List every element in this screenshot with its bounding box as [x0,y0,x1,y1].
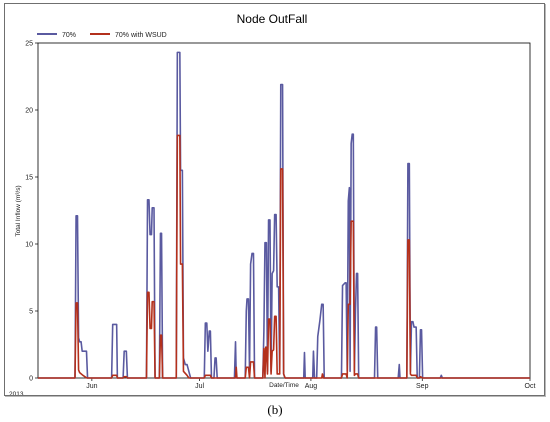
plot-area [37,42,531,379]
y-tick-label: 5 [29,309,33,316]
x-axis-year-label: 2013 [9,391,24,395]
y-tick-label: 25 [25,41,33,48]
figure-caption: (b) [267,402,283,417]
chart-title: Node OutFall [237,12,308,26]
legend-label-series-0: 70% [62,32,76,39]
chart-frame: Node OutFall 70% 70% with WSUD 0 5 10 15 20 2… [4,3,545,398]
y-tick-label: 15 [25,175,33,182]
x-tick-label: Jul [195,383,204,390]
series-line-0 [38,51,530,379]
y-tick-label: 10 [25,242,33,249]
y-axis-label: Total Inflow (m³/s) [15,185,22,236]
x-axis-label: Date/Time [269,382,299,389]
y-tick-label: 20 [25,108,33,115]
y-tick-label: 0 [29,376,33,383]
x-tick-label: Jun [86,383,97,390]
y-axis: 0 5 10 15 20 25 [25,41,38,383]
x-tick-label: Aug [305,383,318,390]
series-layer [38,51,530,379]
legend-label-series-1: 70% with WSUD [115,32,167,39]
x-tick-label: Oct [525,383,536,390]
x-tick-label: Sep [416,383,429,390]
chart-svg: Node OutFall 70% 70% with WSUD 0 5 10 15 20 2… [9,12,535,398]
legend: 70% 70% with WSUD [37,32,167,39]
series-line-1 [38,134,530,379]
x-axis: Jun Jul Aug Sep Oct [86,378,535,390]
